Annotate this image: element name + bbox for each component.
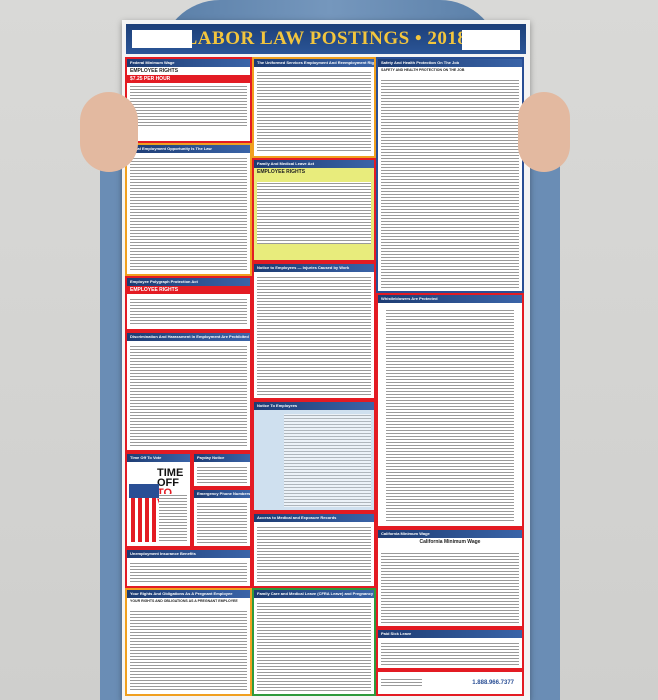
section-header: Unemployment Insurance Benefits (127, 550, 250, 558)
section-header: Discrimination And Harassment In Employm… (127, 333, 250, 341)
section-userra: The Uniformed Services Employment And Re… (252, 57, 376, 158)
section-discrimination: Discrimination And Harassment In Employm… (125, 331, 252, 452)
poster-title: LABOR LAW POSTINGS • 2018 (184, 28, 468, 49)
section-medical-records: Access to Medical and Exposure Records (252, 512, 376, 588)
section-header: Whistleblowers Are Protected (378, 295, 522, 303)
section-header: Payday Notice (194, 454, 250, 462)
section-unemployment: Unemployment Insurance Benefits (125, 548, 252, 588)
section-header: Emergency Phone Numbers (194, 490, 250, 498)
section-safety-health: Safety And Health Protection On The Job … (376, 57, 524, 293)
wage-rate: $7.25 PER HOUR (127, 75, 250, 83)
section-injuries-notice: Notice to Employees — Injuries Caused by… (252, 262, 376, 400)
section-header: Time Off To Vote (127, 454, 190, 462)
section-ca-min-wage: California Minimum Wage California Minim… (376, 528, 524, 628)
section-header: Family Care and Medical Leave (CFRA Leav… (254, 590, 374, 598)
section-whistleblowers: Whistleblowers Are Protected (376, 293, 524, 528)
phone-number: 1.888.966.7377 (472, 680, 514, 686)
section-header: Paid Sick Leave (378, 630, 522, 638)
section-header: Federal Minimum Wage (127, 59, 250, 67)
section-header: Family And Medical Leave Act (254, 160, 374, 168)
section-eeo: Equal Employment Opportunity Is The Law (125, 143, 252, 276)
right-hand (518, 92, 570, 172)
section-header: The Uniformed Services Employment And Re… (254, 59, 374, 67)
poster-banner: LABOR LAW POSTINGS • 2018 (126, 24, 526, 54)
section-subtitle: YOUR RIGHTS AND OBLIGATIONS AS A PREGNAN… (130, 599, 238, 603)
section-polygraph: Employee Polygraph Protection Act EMPLOY… (125, 276, 252, 331)
section-notice-to-employees: Notice To Employees (252, 400, 376, 512)
section-subtitle: EMPLOYEE RIGHTS (130, 68, 179, 74)
section-subtitle: California Minimum Wage (419, 539, 481, 545)
ballot-box-illustration (129, 484, 159, 542)
poster-footer: 1.888.966.7377 (376, 670, 524, 696)
qr-code (132, 30, 192, 48)
section-subtitle: SAFETY AND HEALTH PROTECTION ON THE JOB (381, 68, 465, 72)
section-header: Notice To Employees (254, 402, 374, 410)
color-legend (462, 30, 520, 50)
section-header: Safety And Health Protection On The Job (378, 59, 522, 67)
section-header: Notice to Employees — Injuries Caused by… (254, 264, 374, 272)
section-subtitle: EMPLOYEE RIGHTS (257, 169, 306, 175)
section-header: Your Rights And Obligations As A Pregnan… (127, 590, 250, 598)
left-hand (80, 92, 138, 172)
section-subtitle: EMPLOYEE RIGHTS (127, 286, 250, 294)
section-cfra: Family Care and Medical Leave (CFRA Leav… (252, 588, 376, 696)
section-header: Access to Medical and Exposure Records (254, 514, 374, 522)
section-federal-min-wage: Federal Minimum Wage EMPLOYEE RIGHTS $7.… (125, 57, 252, 143)
section-payday-notice: Payday Notice (192, 452, 252, 488)
section-header: Employee Polygraph Protection Act (127, 278, 250, 286)
section-pregnant-employee: Your Rights And Obligations As A Pregnan… (125, 588, 252, 696)
section-fmla: Family And Medical Leave Act EMPLOYEE RI… (252, 158, 376, 262)
section-header: California Minimum Wage (378, 530, 522, 538)
section-paid-sick-leave: Paid Sick Leave (376, 628, 524, 670)
labor-law-poster: LABOR LAW POSTINGS • 2018 Federal Minimu… (122, 20, 530, 700)
section-emergency-numbers: Emergency Phone Numbers (192, 488, 252, 548)
section-header: Equal Employment Opportunity Is The Law (127, 145, 250, 153)
